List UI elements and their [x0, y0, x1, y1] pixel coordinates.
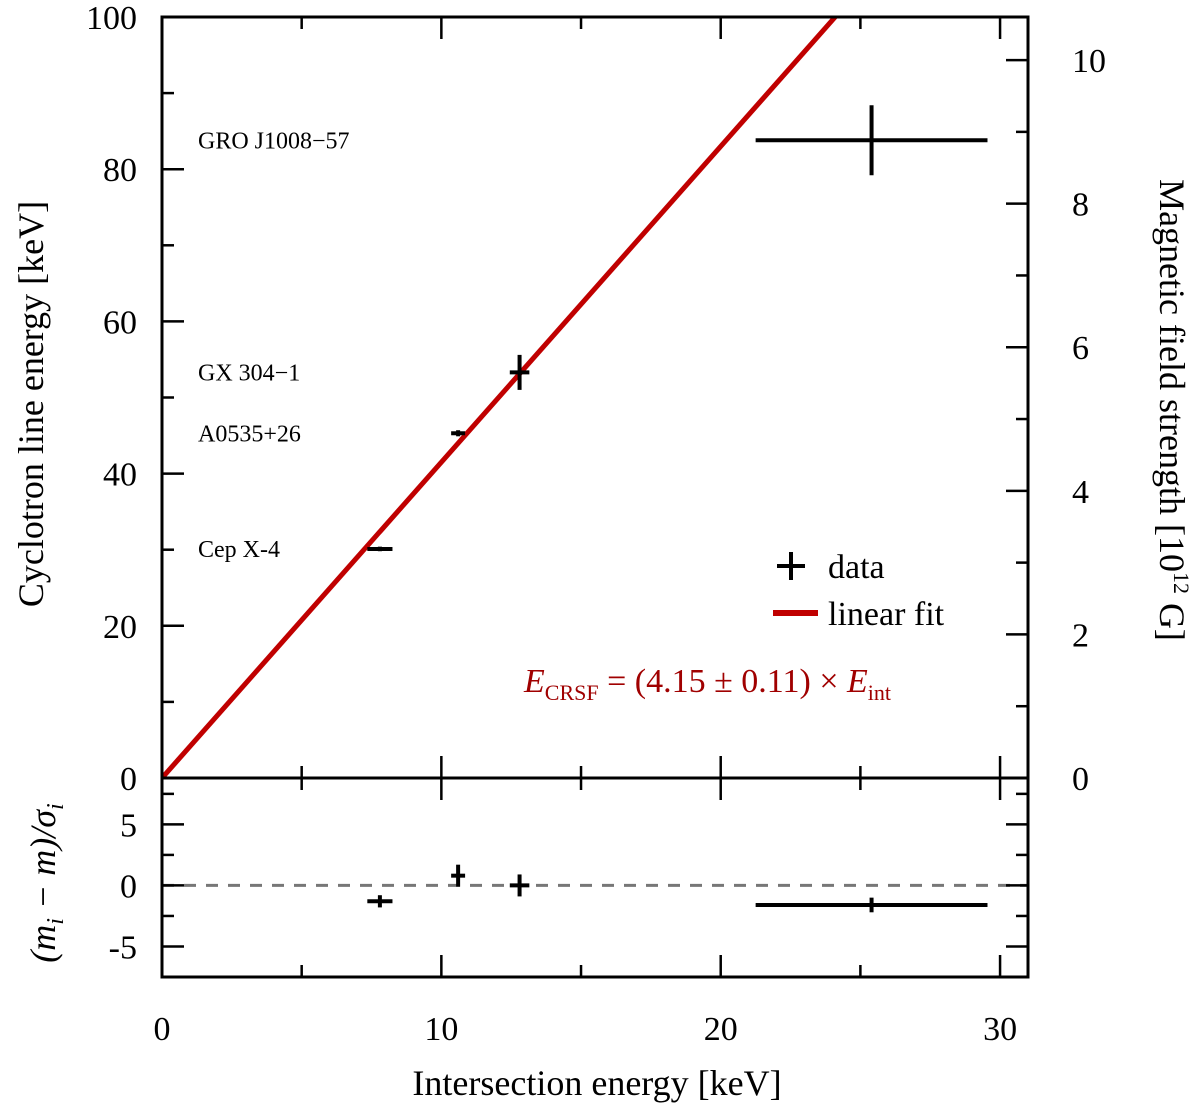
legend-label-data: data	[828, 549, 885, 586]
x-tick-label: 10	[424, 1011, 458, 1048]
data-point	[451, 430, 466, 437]
x-tick-label: 30	[983, 1011, 1017, 1048]
source-label: A0535+26	[198, 421, 301, 447]
legend: data linear fit	[773, 549, 945, 633]
data-point	[367, 546, 393, 552]
source-label: Cep X-4	[198, 537, 280, 563]
res-ylabel-sub2: i	[43, 803, 69, 810]
residual-point	[451, 864, 466, 887]
fit-equation: ECRSF = (4.15 ± 0.11) × Eint	[523, 663, 891, 705]
res-ylabel-b: − m)/σ	[23, 809, 63, 918]
y-tick-label: 100	[86, 0, 137, 37]
legend-label-fit: linear fit	[828, 596, 945, 633]
y-tick-label: 60	[103, 304, 137, 341]
data-point	[509, 354, 530, 390]
y-tick-label: 80	[103, 152, 137, 189]
x-axis-title: Intersection energy [keV]	[412, 1063, 781, 1103]
residual-point	[509, 874, 530, 897]
y2-axis-title-end: G]	[1152, 594, 1192, 641]
x-tick-label: 20	[704, 1011, 738, 1048]
eq-middle: = (4.15 ± 0.11) ×	[599, 663, 847, 700]
residual-point	[755, 897, 988, 913]
residual-frame	[160, 776, 1030, 979]
y-tick-label: 40	[103, 457, 137, 494]
y2-tick-label: 2	[1072, 617, 1089, 654]
y2-tick-label: 0	[1072, 761, 1089, 798]
res-y-tick-label: 5	[120, 807, 137, 844]
residual-y-axis-title: (mi − m)/σi	[23, 803, 69, 962]
res-ylabel-sub1: i	[43, 918, 69, 925]
y2-axis-title-sup: 12	[1169, 572, 1194, 594]
y2-tick-label: 10	[1072, 43, 1106, 80]
source-label: GX 304−1	[198, 360, 300, 386]
fit-line	[162, 17, 838, 778]
eq-int-sub: int	[868, 680, 891, 705]
eq-e: E	[523, 663, 545, 700]
data-point	[755, 105, 988, 176]
eq-e-sub: CRSF	[545, 680, 599, 705]
y2-tick-label: 8	[1072, 187, 1089, 224]
y2-tick-label: 4	[1072, 474, 1089, 511]
residual-point	[367, 895, 393, 908]
res-ylabel-a: (m	[23, 925, 63, 963]
y-tick-label: 0	[120, 761, 137, 798]
x-tick-label: 0	[154, 1011, 171, 1048]
source-label: GRO J1008−57	[198, 128, 350, 154]
y-tick-label: 20	[103, 609, 137, 646]
y2-tick-label: 6	[1072, 330, 1089, 367]
y2-axis-title: Magnetic field strength [1012 G]	[1152, 179, 1194, 641]
eq-int: E	[846, 663, 868, 700]
residual-panel: -5 0 5 0 10 20 30	[109, 776, 1030, 1048]
res-y-tick-label: 0	[120, 868, 137, 905]
y2-axis-title-main: Magnetic field strength [10	[1152, 179, 1192, 572]
y-axis-title: Cyclotron line energy [keV]	[11, 201, 51, 607]
res-y-tick-label: -5	[109, 929, 137, 966]
